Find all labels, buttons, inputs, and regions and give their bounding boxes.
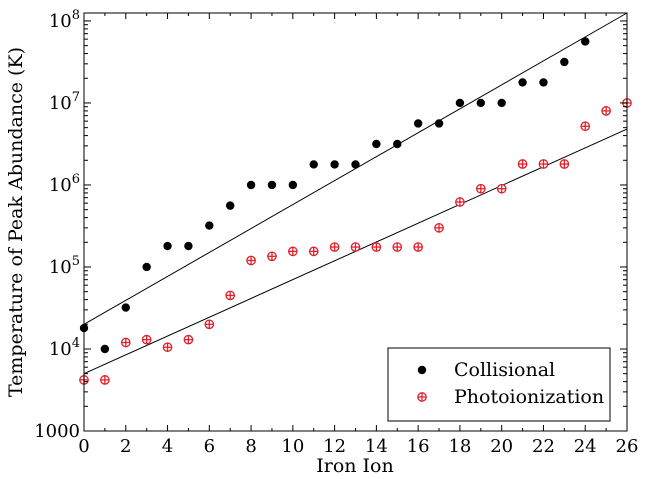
point-collisional (497, 99, 505, 107)
point-collisional (268, 181, 276, 189)
point-photoionization (268, 252, 276, 260)
point-photoionization (122, 338, 130, 346)
x-tick-label: 16 (407, 436, 430, 457)
y-axis-label: Temperature of Peak Abundance (K) (5, 47, 27, 397)
legend-marker-photoionization (418, 393, 426, 401)
point-photoionization (393, 243, 401, 251)
point-photoionization (184, 335, 192, 343)
point-photoionization (142, 335, 150, 343)
point-photoionization (560, 160, 568, 168)
point-photoionization (518, 160, 526, 168)
point-photoionization (435, 224, 443, 232)
y-tick-label: 105 (49, 254, 80, 278)
fit-line-0 (84, 13, 627, 324)
point-collisional (435, 119, 443, 127)
point-collisional (205, 221, 213, 229)
point-photoionization (602, 107, 610, 115)
legend-label-photoionization: Photoionization (454, 386, 604, 408)
point-collisional (518, 78, 526, 86)
point-collisional (393, 140, 401, 148)
x-tick-label: 14 (365, 436, 388, 457)
point-collisional (477, 99, 485, 107)
point-photoionization (330, 243, 338, 251)
legend: Collisional Photoionization (388, 348, 610, 421)
point-photoionization (310, 247, 318, 255)
point-collisional (247, 181, 255, 189)
point-collisional (456, 99, 464, 107)
x-tick-label: 2 (120, 436, 131, 457)
point-collisional (581, 37, 589, 45)
point-collisional (101, 345, 109, 353)
y-tick-label: 106 (49, 172, 80, 196)
point-photoionization (581, 122, 589, 130)
x-axis-label: Iron Ion (316, 455, 393, 477)
point-photoionization (351, 243, 359, 251)
x-tick-label: 22 (532, 436, 555, 457)
point-collisional (560, 58, 568, 66)
point-collisional (289, 181, 297, 189)
point-collisional (142, 263, 150, 271)
y-tick-label: 1000 (34, 421, 80, 442)
point-photoionization (372, 243, 380, 251)
point-photoionization (226, 291, 234, 299)
point-collisional (539, 78, 547, 86)
point-collisional (310, 160, 318, 168)
point-photoionization (163, 343, 171, 351)
x-tick-label: 20 (490, 436, 513, 457)
point-photoionization (414, 243, 422, 251)
point-collisional (414, 119, 422, 127)
legend-label-collisional: Collisional (454, 359, 555, 381)
x-tick-label: 12 (323, 436, 346, 457)
point-photoionization (477, 185, 485, 193)
point-collisional (226, 201, 234, 209)
x-tick-label: 6 (204, 436, 215, 457)
x-tick-label: 8 (245, 436, 256, 457)
point-collisional (330, 160, 338, 168)
x-tick-label: 18 (448, 436, 471, 457)
x-tick-label: 24 (574, 436, 597, 457)
point-photoionization (289, 247, 297, 255)
point-photoionization (101, 376, 109, 384)
y-tick-label: 104 (49, 336, 80, 360)
fit-lines (84, 13, 627, 374)
point-collisional (351, 160, 359, 168)
y-tick-label: 107 (49, 90, 80, 114)
point-photoionization (247, 256, 255, 264)
data-points (80, 37, 631, 384)
point-collisional (122, 303, 130, 311)
point-collisional (163, 242, 171, 250)
point-collisional (184, 242, 192, 250)
point-collisional (372, 140, 380, 148)
x-tick-label: 4 (162, 436, 173, 457)
point-photoionization (205, 320, 213, 328)
x-tick-label: 10 (281, 436, 304, 457)
point-photoionization (497, 185, 505, 193)
point-photoionization (539, 160, 547, 168)
y-tick-label: 108 (49, 8, 80, 32)
x-tick-label: 26 (616, 436, 639, 457)
legend-marker-collisional (418, 366, 426, 374)
point-photoionization (456, 198, 464, 206)
